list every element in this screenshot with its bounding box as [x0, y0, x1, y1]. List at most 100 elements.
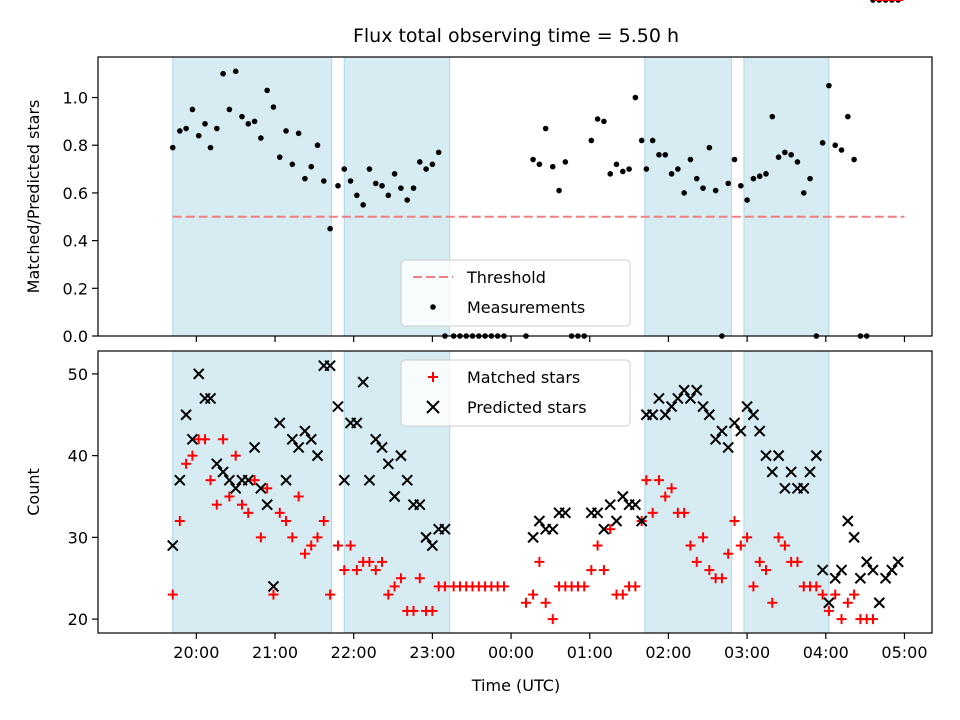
data-point: [439, 581, 450, 592]
marker-stroke: [684, 392, 697, 405]
data-point: [295, 130, 302, 137]
marker-stroke: [785, 466, 797, 478]
marker-stroke: [722, 441, 734, 454]
marker-stroke: [211, 458, 223, 470]
marker-stroke: [816, 564, 829, 576]
marker-stroke: [753, 425, 766, 437]
data-point: [678, 384, 690, 396]
marker-stroke: [261, 498, 273, 511]
marker-stroke: [617, 490, 629, 503]
data-point: [426, 539, 439, 552]
y-tick-label: 20: [68, 610, 88, 629]
data-point: [823, 597, 835, 609]
data-point: [681, 190, 687, 196]
data-point: [712, 187, 719, 194]
data-point: [211, 499, 222, 510]
data-point: [641, 475, 652, 486]
data-point: [773, 532, 784, 543]
data-point: [528, 589, 539, 600]
data-point: [180, 409, 192, 421]
marker-stroke: [772, 449, 785, 462]
data-point: [321, 178, 327, 184]
data-point: [579, 581, 590, 592]
data-point: [245, 120, 252, 127]
marker-stroke: [703, 409, 716, 421]
data-point: [772, 449, 785, 462]
marker-stroke: [854, 572, 867, 584]
data-point: [248, 441, 261, 454]
data-point: [347, 178, 354, 184]
data-point: [521, 597, 532, 608]
series-matched-stars: [167, 0, 904, 625]
data-point: [742, 532, 753, 543]
data-point: [867, 564, 879, 576]
data-point: [685, 540, 696, 551]
marker-stroke: [363, 474, 376, 486]
marker-stroke: [879, 572, 892, 584]
data-point: [255, 532, 266, 543]
data-point: [798, 482, 810, 495]
data-point: [735, 540, 746, 551]
data-point: [217, 466, 229, 478]
data-point: [220, 70, 226, 77]
marker-stroke: [886, 564, 898, 576]
marker-stroke: [242, 474, 254, 486]
y-tick-label: 50: [68, 365, 88, 384]
data-point: [267, 580, 280, 593]
data-point: [811, 581, 822, 592]
data-point: [174, 516, 185, 527]
data-point: [792, 556, 803, 567]
data-point: [659, 409, 671, 421]
marker-stroke: [835, 564, 848, 576]
data-point: [325, 589, 336, 600]
data-point: [435, 149, 442, 156]
data-point: [324, 360, 336, 372]
data-point: [709, 433, 722, 445]
x-tick-label: 01:00: [567, 643, 613, 662]
data-point: [697, 400, 709, 413]
data-point: [335, 182, 341, 189]
data-point: [747, 409, 760, 421]
x-tick-label: 21:00: [252, 643, 298, 662]
marker-stroke: [370, 433, 382, 445]
data-point: [382, 458, 395, 470]
data-point: [679, 507, 690, 518]
data-point: [169, 144, 176, 151]
data-point: [838, 147, 845, 153]
data-point: [239, 113, 245, 120]
data-point: [604, 498, 616, 511]
shaded-interval-3: [743, 56, 830, 337]
data-point: [750, 175, 757, 182]
marker-stroke: [665, 400, 678, 413]
data-point: [613, 161, 620, 168]
legend-swatch: [430, 304, 436, 310]
data-point: [653, 392, 665, 405]
data-point: [607, 171, 614, 177]
data-point: [653, 475, 664, 486]
y-tick-label: 0.4: [63, 232, 88, 251]
data-point: [283, 128, 289, 134]
data-point: [691, 556, 702, 567]
marker-stroke: [559, 507, 572, 519]
data-point: [420, 531, 432, 544]
data-point: [274, 417, 286, 429]
marker-stroke: [299, 425, 311, 437]
marker-stroke: [274, 417, 286, 429]
data-point: [214, 125, 220, 132]
data-point: [703, 409, 716, 421]
data-point: [332, 540, 343, 551]
marker-stroke: [591, 507, 604, 519]
y-tick-label: 1.0: [63, 89, 88, 108]
data-point: [181, 458, 192, 469]
data-point: [251, 118, 258, 125]
data-point: [534, 556, 545, 567]
data-point: [684, 392, 697, 405]
data-point: [810, 449, 823, 462]
marker-stroke: [414, 498, 426, 511]
data-point: [414, 573, 425, 584]
data-point: [264, 87, 270, 94]
data-point: [817, 589, 828, 600]
marker-stroke: [860, 556, 873, 568]
marker-stroke: [798, 482, 810, 495]
y-axis-title: Matched/Predicted stars: [24, 100, 43, 294]
